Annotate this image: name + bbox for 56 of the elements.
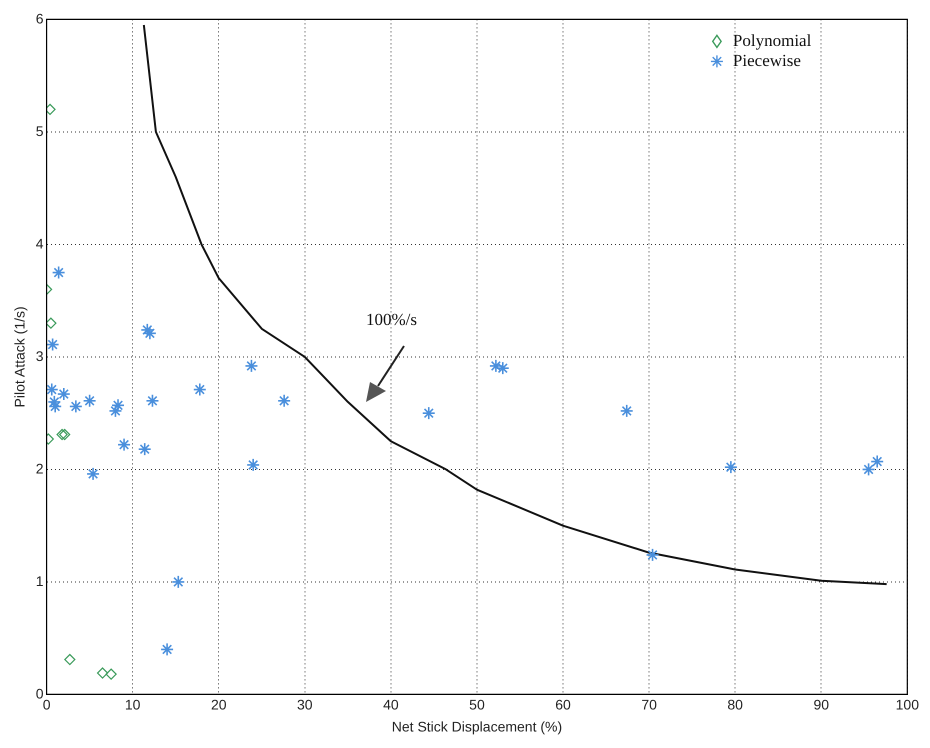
x-tick-label: 90 <box>813 696 830 713</box>
point <box>64 654 76 666</box>
point <box>56 428 68 440</box>
point <box>171 575 186 589</box>
point <box>106 668 117 680</box>
point <box>496 361 510 375</box>
point <box>870 454 884 468</box>
point <box>192 382 207 396</box>
x-tick-label: 60 <box>555 696 572 713</box>
point <box>59 428 70 440</box>
point <box>82 394 96 408</box>
point <box>277 394 291 408</box>
point <box>46 318 56 329</box>
x-axis-title: Net Stick Displacement (%) <box>392 718 562 734</box>
point <box>111 398 125 412</box>
point <box>422 406 436 420</box>
x-tick-label: 100 <box>896 696 920 713</box>
legend-label: Piecewise <box>732 50 801 70</box>
point <box>862 462 876 476</box>
point <box>246 458 260 472</box>
point <box>140 323 154 337</box>
y-tick-label: 4 <box>36 235 44 252</box>
y-axis-title: Pilot Attack (1/s) <box>11 306 28 408</box>
y-tick-label: 3 <box>36 348 44 364</box>
y-tick-label: 5 <box>36 122 44 139</box>
point <box>138 442 152 456</box>
y-tick-label: 6 <box>36 10 44 26</box>
point <box>620 404 634 418</box>
point <box>646 548 660 562</box>
annotation: 100%/s <box>366 310 417 330</box>
point <box>96 667 108 679</box>
point <box>69 400 83 414</box>
y-tick-label: 2 <box>36 460 44 476</box>
point <box>86 467 100 481</box>
point <box>146 394 160 408</box>
x-tick-label: 70 <box>641 696 658 713</box>
point <box>46 382 59 396</box>
point <box>57 387 71 401</box>
point <box>117 438 131 452</box>
x-tick-label: 80 <box>727 696 744 713</box>
point <box>160 642 174 656</box>
y-tick-label: 0 <box>36 685 44 702</box>
y-tick-label: 1 <box>36 572 44 589</box>
x-tick-label: 50 <box>469 696 485 713</box>
x-tick-label: 30 <box>297 696 313 713</box>
x-tick-label: 10 <box>124 696 141 713</box>
point <box>143 326 157 340</box>
legend-label: Polynomial <box>732 30 812 50</box>
point <box>244 359 258 373</box>
x-tick-label: 40 <box>383 696 399 713</box>
x-tick-label: 20 <box>210 696 227 713</box>
point <box>489 359 503 373</box>
point <box>52 266 66 280</box>
point <box>108 404 122 418</box>
point <box>46 338 60 352</box>
point <box>724 460 738 474</box>
